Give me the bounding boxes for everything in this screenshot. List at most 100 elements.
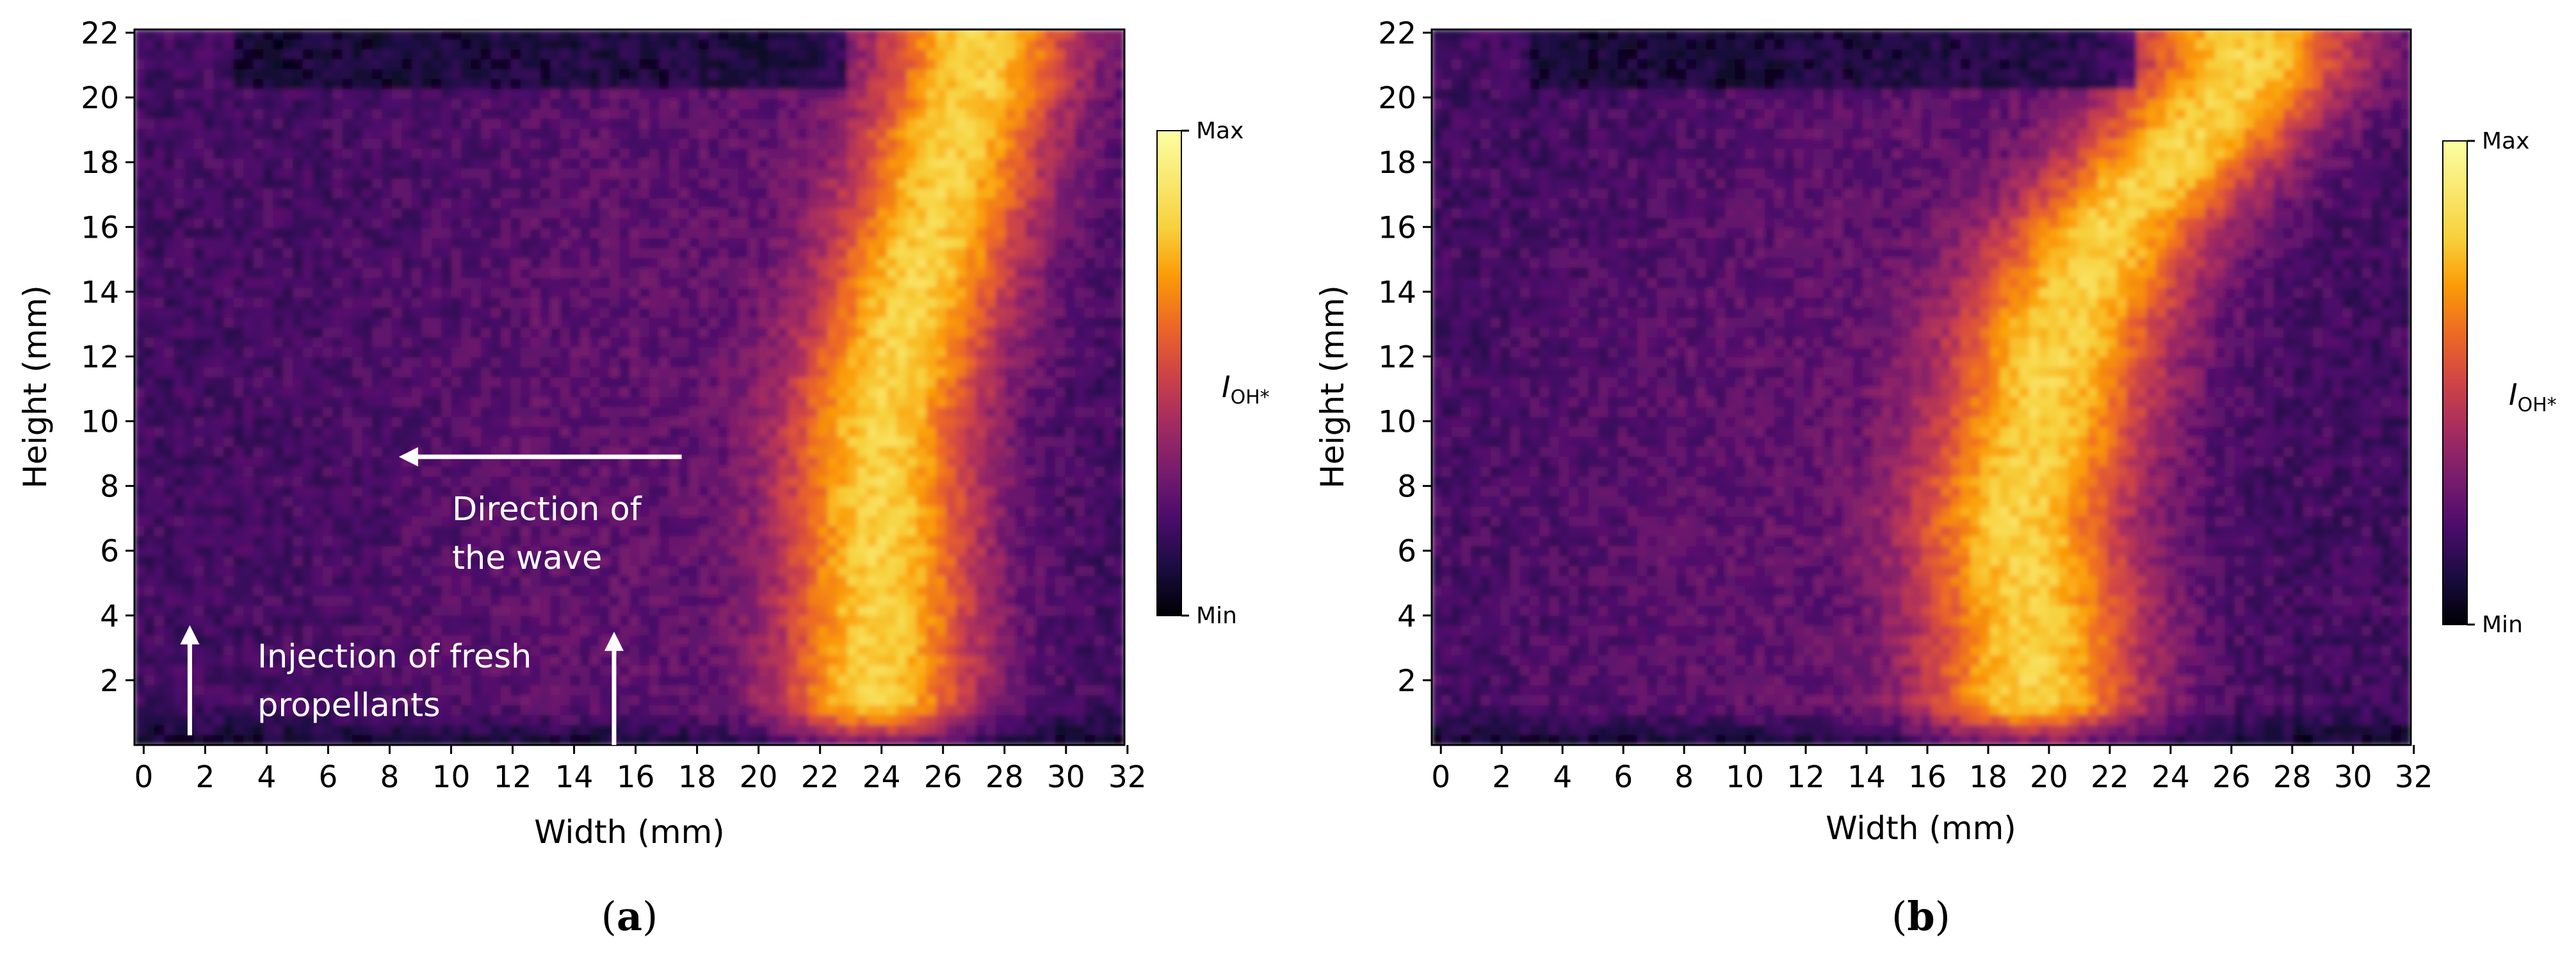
heatmap-cell xyxy=(610,178,620,190)
heatmap-cell xyxy=(352,79,363,90)
heatmap-cell xyxy=(550,397,561,408)
heatmap-cell xyxy=(451,188,462,199)
heatmap-cell xyxy=(827,89,838,100)
heatmap-cell xyxy=(401,109,412,120)
heatmap-cell xyxy=(312,168,323,179)
heatmap-cell xyxy=(590,99,601,110)
heatmap-cell xyxy=(263,437,274,448)
heatmap-cell xyxy=(1005,397,1016,408)
heatmap-cell xyxy=(797,99,809,110)
heatmap-cell xyxy=(807,248,818,259)
heatmap-cell xyxy=(966,506,976,517)
heatmap-cell xyxy=(757,466,769,477)
heatmap-cell xyxy=(550,268,561,279)
heatmap-cell xyxy=(1105,158,1115,169)
heatmap-cell xyxy=(362,407,373,418)
heatmap-cell xyxy=(441,277,452,289)
heatmap-cell xyxy=(916,317,927,329)
heatmap-cell xyxy=(431,457,442,468)
heatmap-cell xyxy=(996,446,1007,457)
heatmap-cell xyxy=(510,466,521,477)
heatmap-cell xyxy=(193,149,205,160)
heatmap-cell xyxy=(867,496,878,507)
heatmap-cell xyxy=(629,417,640,428)
heatmap-cell xyxy=(154,69,165,80)
heatmap-cell xyxy=(540,407,551,418)
heatmap-cell xyxy=(797,248,809,259)
heatmap-cell xyxy=(837,109,848,120)
heatmap-cell xyxy=(431,377,442,388)
heatmap-cell xyxy=(431,417,442,428)
heatmap-cell xyxy=(263,59,274,70)
heatmap-cell xyxy=(441,496,452,507)
heatmap-cell xyxy=(312,357,323,368)
heatmap-cell xyxy=(530,59,541,70)
heatmap-cell xyxy=(1085,288,1096,299)
heatmap-cell xyxy=(362,496,373,507)
heatmap-cell xyxy=(708,109,719,120)
heatmap-cell xyxy=(757,437,769,448)
heatmap-cell xyxy=(718,407,729,418)
heatmap-cell xyxy=(293,307,304,318)
heatmap-cell xyxy=(233,168,244,179)
heatmap-cell xyxy=(322,268,333,279)
heatmap-cell xyxy=(748,466,759,477)
heatmap-cell xyxy=(223,129,234,140)
heatmap-cell xyxy=(966,248,976,259)
heatmap-cell xyxy=(540,198,551,209)
heatmap-cell xyxy=(471,188,482,199)
heatmap-cell xyxy=(649,317,660,329)
heatmap-cell xyxy=(788,29,798,40)
heatmap-cell xyxy=(857,297,868,309)
heatmap-cell xyxy=(382,277,393,289)
heatmap-cell xyxy=(174,457,185,468)
heatmap-cell xyxy=(273,407,284,418)
heatmap-cell xyxy=(708,516,719,527)
heatmap-cell xyxy=(352,367,363,378)
heatmap-cell xyxy=(253,466,264,477)
heatmap-cell xyxy=(134,188,145,199)
heatmap-cell xyxy=(1045,29,1056,40)
heatmap-cell xyxy=(916,188,927,199)
heatmap-cell xyxy=(174,158,185,169)
heatmap-cell xyxy=(590,486,601,497)
heatmap-cell xyxy=(599,138,610,149)
heatmap-cell xyxy=(619,228,630,239)
heatmap-cell xyxy=(411,29,423,40)
heatmap-cell xyxy=(322,168,333,179)
heatmap-cell xyxy=(777,29,789,40)
heatmap-cell xyxy=(946,357,957,368)
heatmap-cell xyxy=(461,516,472,527)
heatmap-cell xyxy=(728,427,739,438)
heatmap-cell xyxy=(579,496,590,507)
heatmap-cell xyxy=(659,457,670,468)
heatmap-cell xyxy=(243,277,254,289)
heatmap-cell xyxy=(610,198,620,209)
heatmap-cell xyxy=(926,486,937,497)
heatmap-cell xyxy=(877,168,887,179)
heatmap-cell xyxy=(649,138,660,149)
heatmap-cell xyxy=(550,486,561,497)
heatmap-cell xyxy=(777,149,789,160)
heatmap-cell xyxy=(906,486,918,497)
heatmap-cell xyxy=(263,178,274,190)
heatmap-cell xyxy=(599,99,610,110)
heatmap-cell xyxy=(263,238,274,249)
heatmap-cell xyxy=(906,228,918,239)
heatmap-cell xyxy=(490,258,501,269)
heatmap-cell xyxy=(590,466,601,477)
heatmap-cell xyxy=(668,238,680,249)
heatmap-cell xyxy=(164,198,175,209)
heatmap-cell xyxy=(1005,99,1016,110)
heatmap-cell xyxy=(718,516,729,527)
heatmap-cell xyxy=(164,178,175,190)
heatmap-cell xyxy=(451,317,462,329)
heatmap-cell xyxy=(1114,59,1124,70)
heatmap-cell xyxy=(867,29,878,40)
heatmap-cell xyxy=(481,79,492,90)
heatmap-cell xyxy=(679,417,690,428)
heatmap-cell xyxy=(807,129,818,140)
heatmap-cell xyxy=(777,506,789,517)
heatmap-cell xyxy=(985,367,996,378)
heatmap-cell xyxy=(748,516,759,527)
